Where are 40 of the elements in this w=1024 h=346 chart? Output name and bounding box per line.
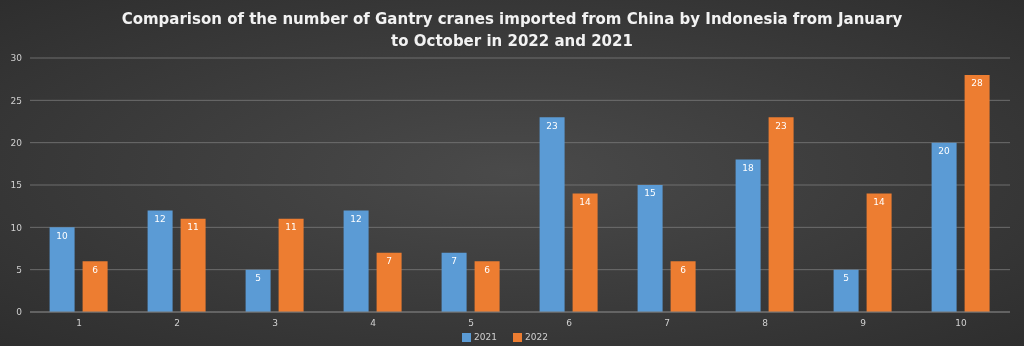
data-label: 11 (187, 222, 199, 233)
data-label: 11 (285, 222, 297, 233)
y-tick-label: 20 (10, 137, 23, 148)
data-label: 23 (775, 120, 787, 131)
x-tick-label: 7 (664, 318, 670, 329)
x-tick-label: 9 (860, 318, 867, 329)
y-tick-label: 0 (16, 307, 23, 318)
x-tick-label: 1 (76, 318, 82, 329)
data-label: 6 (92, 264, 99, 275)
x-tick-label: 4 (370, 318, 377, 329)
x-tick-label: 10 (955, 318, 967, 329)
x-tick-label: 3 (272, 318, 278, 329)
y-tick-label: 10 (10, 222, 23, 233)
x-tick-label: 6 (566, 318, 573, 329)
data-label: 15 (644, 188, 656, 199)
chart-title: Comparison of the number of Gantry cranes imported from China by Indonesia from January to October in 2022 and 2021 (120, 9, 904, 52)
data-label: 28 (971, 78, 984, 89)
x-tick-label: 8 (762, 318, 769, 329)
y-tick-label: 5 (16, 264, 22, 275)
y-tick-label: 15 (10, 180, 22, 191)
data-label: 23 (546, 120, 558, 131)
data-label: 14 (579, 196, 592, 207)
data-label: 20 (938, 146, 951, 157)
data-label: 12 (350, 213, 362, 224)
data-label: 6 (484, 264, 491, 275)
data-label: 7 (451, 256, 457, 267)
data-label: 5 (843, 273, 849, 284)
data-label: 6 (680, 264, 687, 275)
data-label: 12 (154, 213, 166, 224)
x-tick-label: 2 (174, 318, 180, 329)
data-label: 10 (56, 230, 69, 241)
data-label: 14 (873, 196, 886, 207)
data-label: 18 (742, 162, 755, 173)
legend-label: 2021 (474, 332, 497, 342)
x-tick-label: 5 (468, 318, 474, 329)
y-tick-label: 30 (10, 53, 23, 64)
legend-label: 2022 (525, 332, 548, 342)
data-label: 5 (255, 273, 261, 284)
data-label: 7 (386, 256, 392, 267)
y-tick-label: 25 (10, 95, 22, 106)
